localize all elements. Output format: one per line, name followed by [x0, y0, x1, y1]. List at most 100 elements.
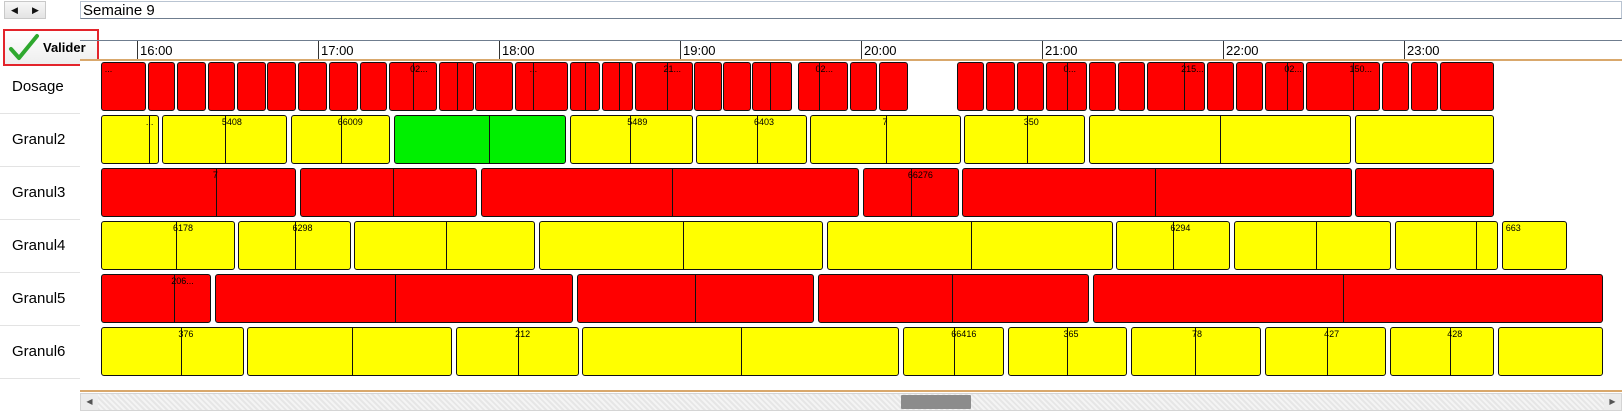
task-bar[interactable] [1089, 115, 1352, 164]
task-divider [769, 63, 771, 110]
task-bar[interactable]: 6403 [696, 115, 807, 164]
task-bar[interactable]: 78 [1130, 327, 1261, 376]
task-bar[interactable] [723, 62, 751, 111]
task-bar[interactable] [879, 62, 909, 111]
task-bar[interactable]: 21... [634, 62, 693, 111]
hour-label: 18:00 [502, 43, 535, 58]
hour-label: 17:00 [321, 43, 354, 58]
task-bar[interactable] [752, 62, 793, 111]
task-label: 5489 [627, 117, 648, 127]
hour-label: 20:00 [864, 43, 897, 58]
task-bar[interactable]: 350 [964, 115, 1086, 164]
scroll-thumb[interactable] [901, 395, 971, 409]
task-bar[interactable]: 02... [388, 62, 438, 111]
task-bar[interactable] [1355, 115, 1495, 164]
next-week-arrow-icon[interactable]: ▶ [32, 5, 39, 15]
task-divider [970, 222, 972, 269]
task-bar[interactable]: 66009 [290, 115, 391, 164]
task-bar[interactable] [475, 62, 514, 111]
task-bar[interactable] [1016, 62, 1044, 111]
task-bar[interactable] [214, 274, 574, 323]
task-bar[interactable] [328, 62, 358, 111]
task-bar[interactable] [480, 168, 860, 217]
task-bar[interactable] [354, 221, 536, 270]
time-header: 16:00 17:00 18:00 19:00 20:00 21:00 22:00 23:00 [80, 40, 1622, 60]
task-bar[interactable] [1440, 62, 1495, 111]
task-bar[interactable] [1382, 62, 1410, 111]
task-bar[interactable]: 02... [1264, 62, 1305, 111]
task-bar[interactable] [1355, 168, 1495, 217]
task-bar[interactable] [602, 62, 633, 111]
previous-week-arrow-icon[interactable]: ◀ [11, 5, 18, 15]
task-bar[interactable] [1498, 327, 1604, 376]
task-bar[interactable]: 663 [1501, 221, 1567, 270]
task-divider [456, 63, 458, 110]
task-bar[interactable]: 150... [1306, 62, 1381, 111]
task-bar[interactable]: 428 [1389, 327, 1495, 376]
task-divider [954, 328, 956, 375]
task-label: 212 [515, 329, 531, 339]
task-bar[interactable] [956, 62, 985, 111]
task-bar[interactable]: 0... [1045, 62, 1088, 111]
task-bar[interactable] [817, 274, 1090, 323]
task-bar[interactable] [1092, 274, 1604, 323]
task-divider [395, 275, 397, 322]
task-bar[interactable] [1411, 62, 1439, 111]
task-bar[interactable] [267, 62, 297, 111]
task-bar[interactable] [962, 168, 1352, 217]
task-bar[interactable] [147, 62, 175, 111]
task-bar[interactable] [1089, 62, 1117, 111]
task-bar[interactable]: ... [515, 62, 568, 111]
task-bar[interactable] [569, 62, 601, 111]
task-divider [1316, 222, 1318, 269]
task-bar[interactable] [299, 168, 478, 217]
task-bar[interactable] [1235, 62, 1263, 111]
task-bar[interactable]: 02... [797, 62, 849, 111]
task-divider [174, 275, 176, 322]
task-bar[interactable]: 206... [100, 274, 212, 323]
task-bar[interactable]: 5408 [162, 115, 288, 164]
task-bar[interactable] [1394, 221, 1499, 270]
horizontal-scrollbar[interactable]: ◀ ▶ [80, 393, 1622, 411]
task-bar[interactable] [394, 115, 566, 164]
task-bar[interactable]: ... [100, 115, 159, 164]
task-bar[interactable]: 66416 [902, 327, 1004, 376]
task-bar[interactable]: 376 [100, 327, 244, 376]
task-bar[interactable]: 427 [1264, 327, 1386, 376]
task-bar[interactable]: 215... [1146, 62, 1205, 111]
task-bar[interactable] [359, 62, 387, 111]
task-bar[interactable]: 212 [455, 327, 579, 376]
task-bar[interactable]: 5489 [569, 115, 693, 164]
task-bar[interactable] [576, 274, 814, 323]
task-bar[interactable] [582, 327, 899, 376]
task-bar[interactable]: 6298 [238, 221, 351, 270]
task-label: ... [145, 117, 154, 127]
task-bar[interactable]: 6178 [100, 221, 235, 270]
task-bar[interactable] [207, 62, 235, 111]
task-bar[interactable]: ... [100, 62, 147, 111]
task-bar[interactable]: 66276 [862, 168, 959, 217]
task-divider [666, 63, 668, 110]
task-bar[interactable] [236, 62, 266, 111]
task-bar[interactable] [826, 221, 1113, 270]
task-bar[interactable]: 365 [1007, 327, 1128, 376]
task-bar[interactable] [985, 62, 1015, 111]
task-bar[interactable] [298, 62, 328, 111]
task-bar[interactable]: 6294 [1116, 221, 1231, 270]
task-bar[interactable] [1118, 62, 1146, 111]
task-divider [532, 63, 534, 110]
task-bar[interactable] [850, 62, 878, 111]
task-bar[interactable] [538, 221, 823, 270]
task-label: 78 [1192, 329, 1203, 339]
task-bar[interactable] [247, 327, 452, 376]
task-bar[interactable] [439, 62, 474, 111]
task-bar[interactable] [1233, 221, 1392, 270]
task-bar[interactable]: 7 [810, 115, 961, 164]
validate-button[interactable]: Valider [3, 29, 99, 66]
scroll-left-arrow-icon[interactable]: ◀ [81, 394, 98, 410]
task-bar[interactable] [176, 62, 206, 111]
task-bar[interactable]: 7 [100, 168, 297, 217]
task-bar[interactable] [694, 62, 722, 111]
task-bar[interactable] [1206, 62, 1234, 111]
scroll-right-arrow-icon[interactable]: ▶ [1604, 394, 1621, 410]
